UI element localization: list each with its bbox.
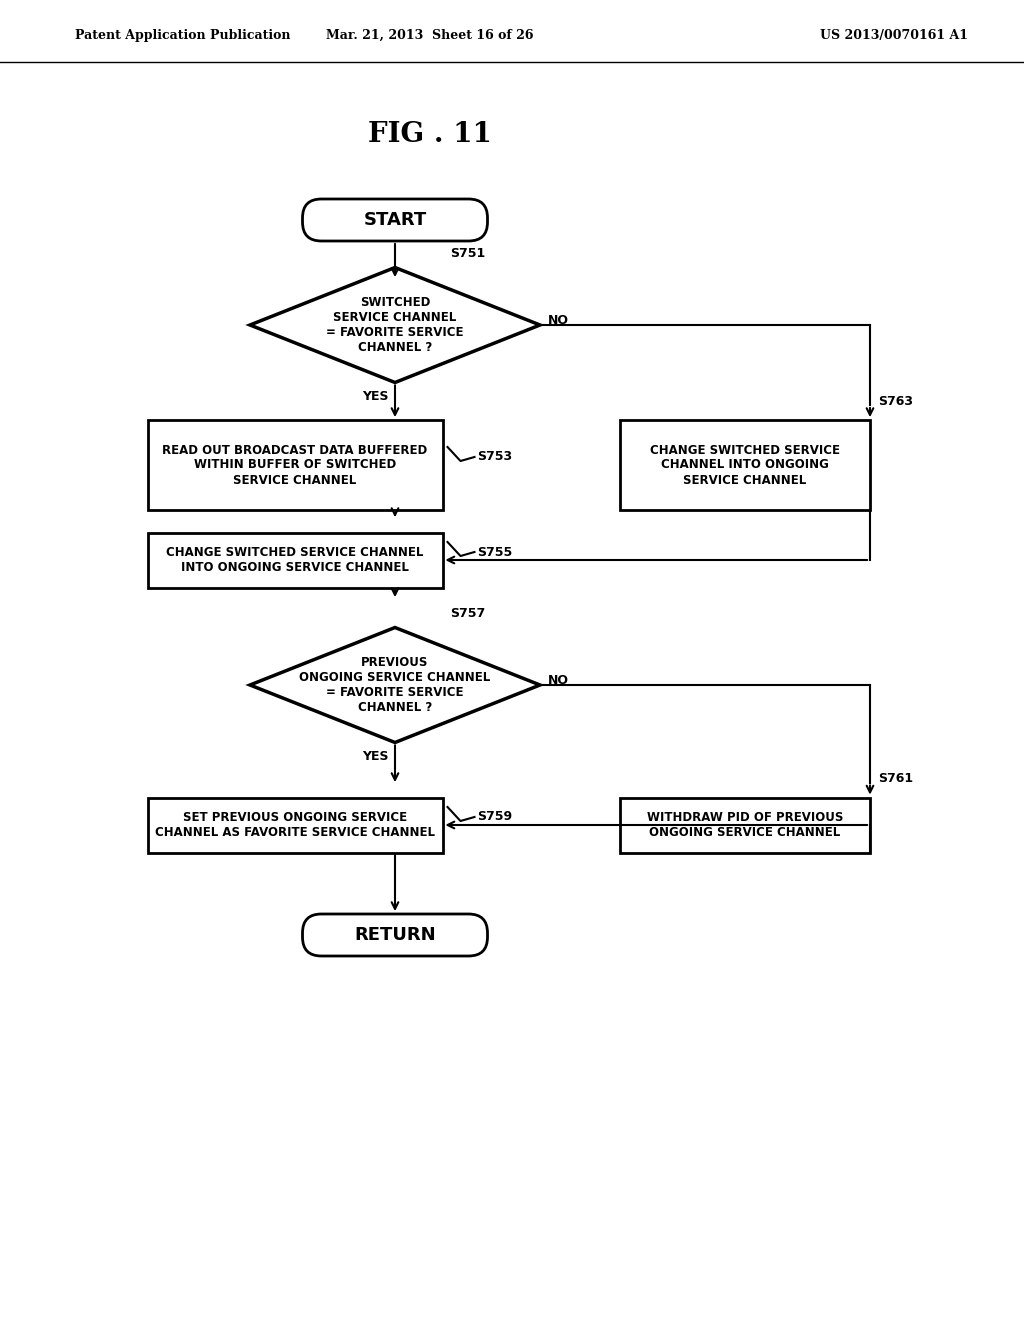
Bar [147, 532, 442, 587]
Text: PREVIOUS
ONGOING SERVICE CHANNEL
= FAVORITE SERVICE
CHANNEL ?: PREVIOUS ONGOING SERVICE CHANNEL = FAVOR… [299, 656, 490, 714]
Text: START: START [364, 211, 427, 228]
Bar [147, 420, 442, 510]
Text: S757: S757 [450, 607, 485, 620]
Text: S751: S751 [450, 247, 485, 260]
Text: S755: S755 [477, 545, 513, 558]
Bar [620, 797, 870, 853]
Text: NO: NO [548, 673, 569, 686]
Bar [147, 797, 442, 853]
Text: YES: YES [361, 751, 388, 763]
Text: US 2013/0070161 A1: US 2013/0070161 A1 [820, 29, 968, 41]
Text: RETURN: RETURN [354, 927, 436, 944]
Text: FIG . 11: FIG . 11 [368, 121, 492, 149]
Text: S753: S753 [477, 450, 513, 463]
FancyBboxPatch shape [302, 199, 487, 242]
Text: S761: S761 [878, 772, 913, 785]
Text: CHANGE SWITCHED SERVICE CHANNEL
INTO ONGOING SERVICE CHANNEL: CHANGE SWITCHED SERVICE CHANNEL INTO ONG… [166, 546, 424, 574]
Text: CHANGE SWITCHED SERVICE
CHANNEL INTO ONGOING
SERVICE CHANNEL: CHANGE SWITCHED SERVICE CHANNEL INTO ONG… [650, 444, 840, 487]
Polygon shape [250, 627, 540, 742]
Text: S763: S763 [878, 395, 913, 408]
Polygon shape [250, 268, 540, 383]
Text: WITHDRAW PID OF PREVIOUS
ONGOING SERVICE CHANNEL: WITHDRAW PID OF PREVIOUS ONGOING SERVICE… [647, 810, 843, 840]
Text: NO: NO [548, 314, 569, 326]
Text: SET PREVIOUS ONGOING SERVICE
CHANNEL AS FAVORITE SERVICE CHANNEL: SET PREVIOUS ONGOING SERVICE CHANNEL AS … [155, 810, 435, 840]
Text: Patent Application Publication: Patent Application Publication [75, 29, 291, 41]
Text: READ OUT BROADCAST DATA BUFFERED
WITHIN BUFFER OF SWITCHED
SERVICE CHANNEL: READ OUT BROADCAST DATA BUFFERED WITHIN … [163, 444, 428, 487]
Bar [620, 420, 870, 510]
Text: Mar. 21, 2013  Sheet 16 of 26: Mar. 21, 2013 Sheet 16 of 26 [327, 29, 534, 41]
Text: SWITCHED
SERVICE CHANNEL
= FAVORITE SERVICE
CHANNEL ?: SWITCHED SERVICE CHANNEL = FAVORITE SERV… [327, 296, 464, 354]
FancyBboxPatch shape [302, 913, 487, 956]
Text: YES: YES [361, 391, 388, 404]
Text: S759: S759 [477, 810, 513, 824]
